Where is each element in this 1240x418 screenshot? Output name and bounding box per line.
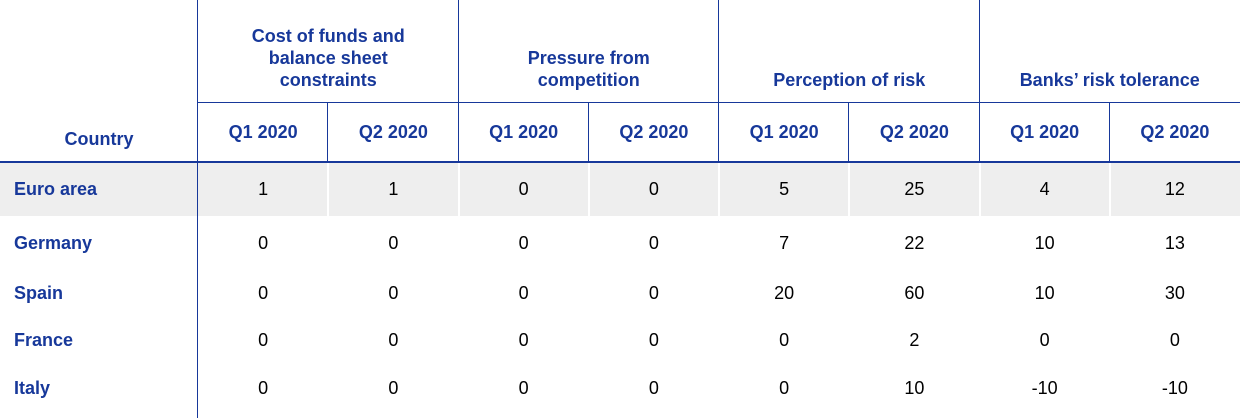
cell-separator: [718, 162, 720, 216]
header-rule: [0, 161, 1240, 163]
value-cell: 0: [258, 282, 269, 303]
value-cell: 0: [388, 282, 399, 303]
group-divider: [718, 0, 719, 162]
value-cell: 0: [1169, 329, 1180, 350]
value-cell: 25: [904, 178, 925, 199]
value-cell: 0: [518, 178, 529, 199]
value-cell: 0: [388, 329, 399, 350]
value-cell: -10: [1161, 377, 1188, 398]
value-cell: 0: [648, 232, 659, 253]
value-cell: 7: [779, 232, 790, 253]
value-cell: 0: [388, 232, 399, 253]
country-divider: [197, 0, 198, 418]
country-header: Country: [64, 129, 134, 149]
value-cell: 0: [648, 329, 659, 350]
value-cell: 30: [1164, 282, 1185, 303]
period-header: Q1 2020: [1010, 122, 1080, 142]
value-cell: 0: [1039, 329, 1050, 350]
period-header: Q2 2020: [358, 122, 428, 142]
cell-separator: [457, 162, 460, 216]
value-cell: 0: [258, 377, 269, 398]
header-rule: [198, 102, 1240, 103]
period-header: Q1 2020: [228, 122, 298, 142]
group-divider: [457, 0, 459, 162]
country-name: Italy: [14, 377, 51, 398]
period-divider: [587, 103, 589, 162]
period-header: Q2 2020: [879, 122, 949, 142]
group-header: Perception of risk: [773, 70, 926, 90]
period-header: Q1 2020: [749, 122, 819, 142]
period-header: Q2 2020: [619, 122, 689, 142]
country-name: Spain: [14, 282, 64, 303]
cell-separator: [327, 162, 330, 216]
value-cell: 4: [1039, 178, 1050, 199]
group-header: Banks’ risk tolerance: [1019, 70, 1200, 90]
country-name: Euro area: [14, 178, 98, 199]
value-cell: 0: [388, 377, 399, 398]
value-cell: 0: [648, 282, 659, 303]
country-name: France: [14, 329, 74, 350]
value-cell: 0: [648, 178, 659, 199]
value-cell: 22: [904, 232, 925, 253]
value-cell: 0: [518, 232, 529, 253]
value-cell: 60: [904, 282, 925, 303]
period-divider: [327, 103, 329, 162]
cell-separator: [1108, 162, 1111, 216]
value-cell: 0: [518, 329, 529, 350]
value-cell: 2: [909, 329, 920, 350]
cell-separator: [587, 162, 590, 216]
value-cell: 5: [779, 178, 790, 199]
value-cell: 0: [648, 377, 659, 398]
value-cell: 0: [518, 377, 529, 398]
value-cell: 0: [518, 282, 529, 303]
value-cell: 0: [779, 377, 790, 398]
value-cell: 10: [1034, 282, 1055, 303]
value-cell: 10: [1034, 232, 1055, 253]
value-cell: 10: [904, 377, 925, 398]
value-cell: 12: [1164, 178, 1185, 199]
value-cell: 1: [258, 178, 269, 199]
value-cell: -10: [1031, 377, 1058, 398]
group-divider: [978, 0, 980, 162]
group-header: Pressure from competition: [527, 48, 650, 90]
period-divider: [848, 103, 850, 162]
period-divider: [1108, 103, 1110, 162]
cell-separator: [978, 162, 981, 216]
value-cell: 1: [388, 178, 399, 199]
country-name: Germany: [14, 232, 93, 253]
period-header: Q2 2020: [1140, 122, 1210, 142]
group-header: Cost of funds and balance sheet constrai…: [251, 26, 405, 90]
value-cell: 0: [779, 329, 790, 350]
period-header: Q1 2020: [489, 122, 559, 142]
value-cell: 20: [774, 282, 795, 303]
cell-separator: [848, 162, 851, 216]
value-cell: 0: [258, 329, 269, 350]
value-cell: 13: [1164, 232, 1185, 253]
row-shade: [0, 162, 1240, 216]
value-cell: 0: [258, 232, 269, 253]
